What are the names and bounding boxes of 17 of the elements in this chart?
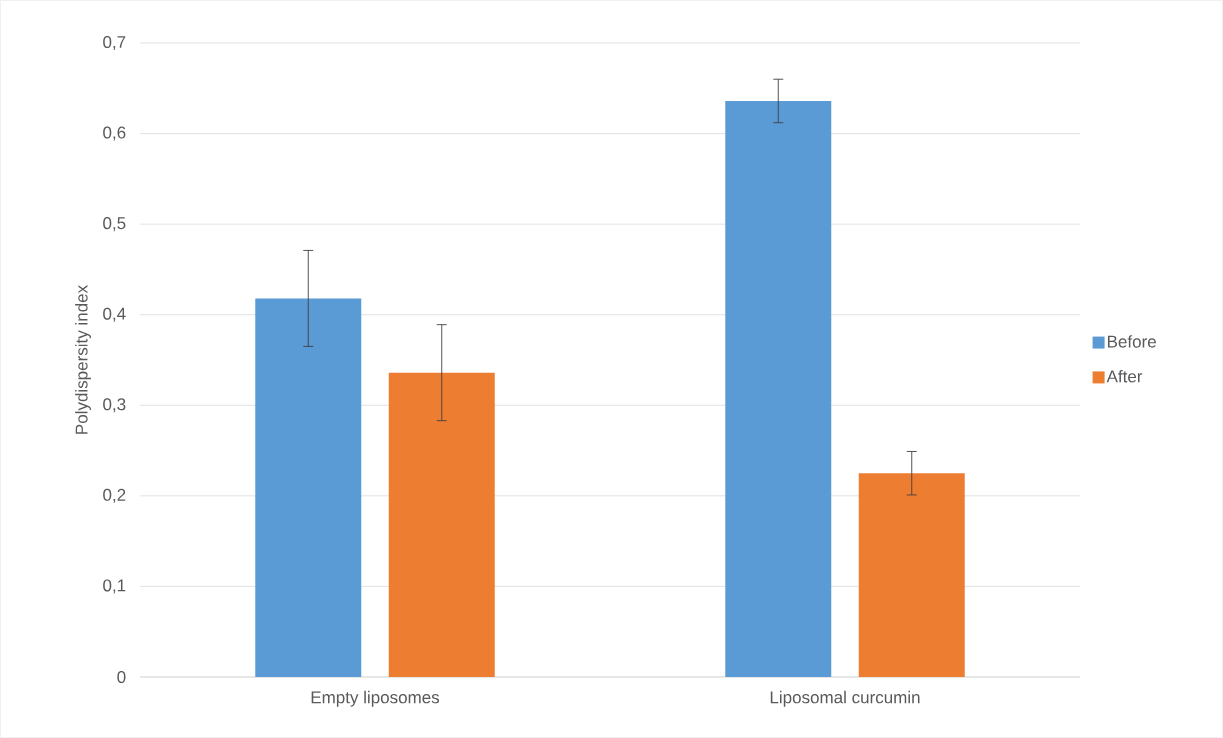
x-tick-label: Liposomal curcumin [770, 690, 920, 707]
bar [858, 473, 965, 677]
bar [255, 298, 362, 677]
y-tick-label: 0,5 [103, 217, 126, 232]
y-tick-label: 0,1 [103, 579, 126, 594]
x-tick-label: Empty liposomes [311, 690, 440, 707]
y-tick-label: 0,4 [103, 307, 126, 322]
legend-label: After [1106, 370, 1143, 383]
y-tick-label: 0,6 [103, 126, 126, 141]
y-tick-label: 0,7 [103, 35, 126, 51]
y-tick-label: 0,3 [103, 398, 126, 413]
legend-label: Before [1107, 335, 1156, 348]
bar [725, 100, 832, 677]
y-tick-label: 0,2 [103, 488, 126, 503]
y-axis-title: Polydispersity index [75, 285, 91, 434]
y-tick-label: 0 [117, 670, 126, 684]
bar [388, 372, 495, 677]
